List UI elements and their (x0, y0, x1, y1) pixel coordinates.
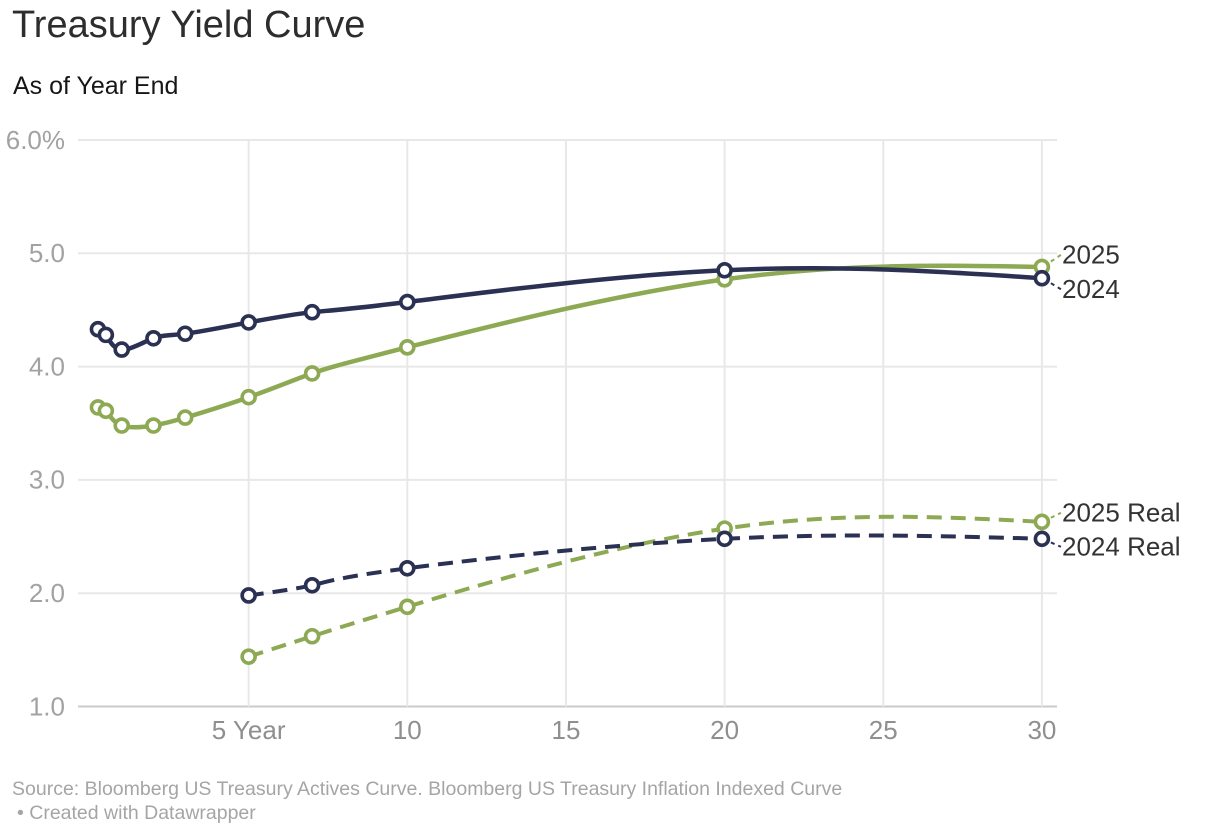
data-point-marker[interactable] (1033, 269, 1051, 287)
data-point-marker[interactable] (240, 587, 257, 604)
data-point-marker[interactable] (1033, 530, 1051, 548)
gridlines (78, 139, 1057, 708)
data-point-marker[interactable] (303, 627, 321, 645)
data-point-marker[interactable] (176, 409, 194, 426)
label-leader-line (1050, 282, 1062, 291)
y-tick-label: 4.0 (29, 351, 65, 381)
series-end-label: 2025 Real (1062, 498, 1181, 528)
datawrapper-byline-link[interactable]: • Created with Datawrapper (17, 802, 256, 824)
label-leader-line (1050, 254, 1062, 263)
chart-title: Treasury Yield Curve (12, 4, 366, 46)
source-line: Source: Bloomberg US Treasury Actives Cu… (12, 778, 843, 800)
data-point-marker[interactable] (303, 365, 321, 382)
label-leader-line (1050, 511, 1062, 519)
y-tick-label: 5.0 (29, 238, 65, 268)
label-leader-line (1050, 541, 1062, 548)
series-line (248, 533, 1042, 598)
data-point-marker[interactable] (113, 341, 131, 358)
data-point-marker[interactable] (303, 576, 321, 594)
data-point-marker[interactable] (113, 417, 131, 434)
y-tick-label: 6.0% (6, 125, 65, 155)
y-tick-label: 2.0 (29, 578, 65, 608)
y-tick-label: 3.0 (29, 465, 65, 495)
data-point-marker[interactable] (97, 402, 115, 420)
data-point-marker[interactable] (398, 598, 416, 616)
data-point-marker[interactable] (145, 417, 162, 434)
series-end-label: 2025 (1062, 240, 1120, 270)
series-end-label: 2024 Real (1062, 532, 1181, 562)
x-tick-label: 10 (393, 715, 422, 745)
series-end-label: 2024 (1062, 274, 1120, 304)
series-2025-real: 2025 Real (240, 498, 1181, 665)
x-tick-label: 15 (551, 715, 580, 745)
data-point-marker[interactable] (303, 303, 321, 321)
chart-subtitle: As of Year End (13, 72, 179, 100)
axis-labels: 1.0 2.0 3.0 4.0 5.0 6.0% 5 Year 10 15 20 25 30 (6, 125, 1057, 745)
data-point-marker[interactable] (398, 559, 416, 577)
x-tick-label: 30 (1027, 715, 1056, 745)
chart-footer: Source: Bloomberg US Treasury Actives Cu… (12, 777, 842, 825)
data-point-marker[interactable] (398, 339, 416, 356)
data-point-marker[interactable] (716, 261, 733, 279)
data-point-marker[interactable] (145, 329, 162, 347)
series-line (97, 263, 1042, 430)
y-tick-label: 1.0 (29, 691, 65, 721)
data-point-marker[interactable] (176, 325, 194, 343)
data-point-marker[interactable] (240, 314, 257, 331)
data-point-marker[interactable] (240, 648, 257, 665)
data-point-marker[interactable] (97, 326, 115, 344)
series-2025: 2025 (89, 240, 1120, 434)
series-2024: 2024 (89, 261, 1120, 358)
x-tick-label: 20 (710, 715, 739, 745)
data-point-marker[interactable] (240, 388, 257, 406)
series-2024-real: 2024 Real (240, 530, 1181, 604)
data-point-marker[interactable] (398, 293, 416, 311)
x-tick-label: 5 Year (212, 715, 286, 745)
data-point-marker[interactable] (716, 530, 733, 548)
data-point-marker[interactable] (1033, 513, 1051, 531)
x-tick-label: 25 (869, 715, 898, 745)
